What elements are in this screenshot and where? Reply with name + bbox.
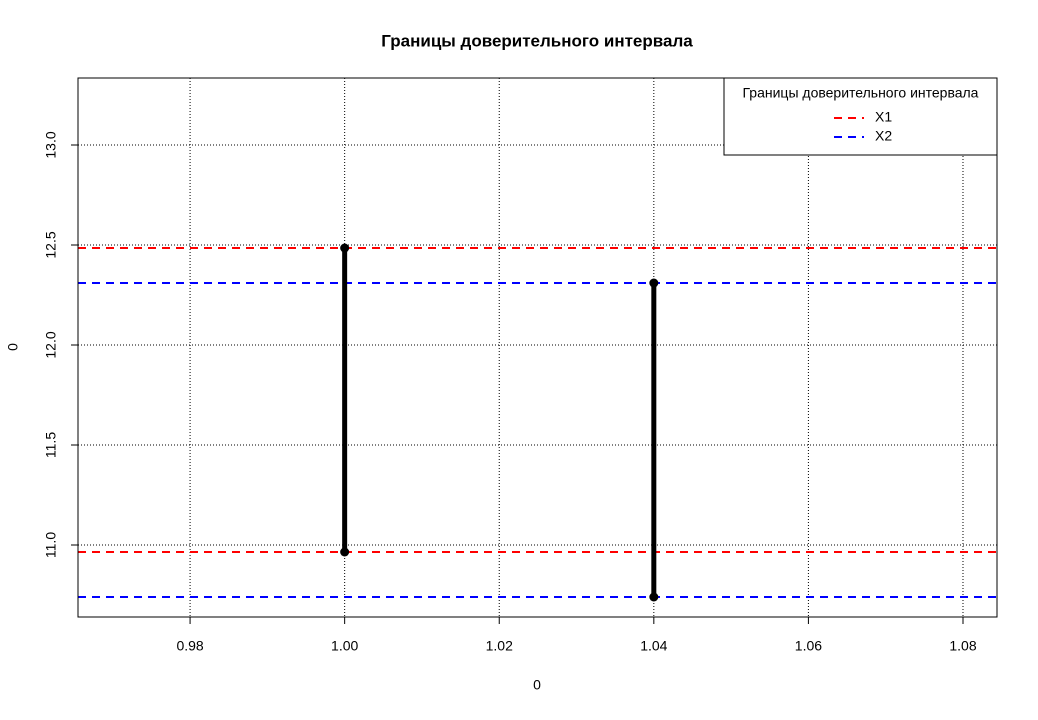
x-tick-label: 1.02	[486, 638, 513, 654]
chart-title: Границы доверительного интервала	[381, 31, 693, 50]
legend-label: X2	[875, 128, 892, 144]
y-tick-label: 12.0	[43, 331, 59, 358]
y-tick-label: 13.0	[43, 131, 59, 158]
legend-label: X1	[875, 109, 892, 125]
x-tick-label: 1.06	[795, 638, 822, 654]
plot-frame	[77, 77, 998, 618]
legend-box	[723, 77, 998, 156]
x-tick-label: 1.08	[949, 638, 976, 654]
y-axis-label: 0	[5, 343, 21, 351]
x-axis-label: 0	[533, 677, 541, 693]
interval-point	[649, 278, 659, 288]
legend: Границы доверительного интервала X1 X2	[723, 77, 998, 156]
legend-title: Границы доверительного интервала	[743, 85, 979, 101]
x-tick-label: 0.98	[176, 638, 203, 654]
x-tick-label: 1.00	[331, 638, 358, 654]
x-tick-label: 1.04	[640, 638, 667, 654]
interval-point	[340, 243, 350, 253]
interval-point	[649, 592, 659, 602]
interval-point	[340, 547, 350, 557]
y-tick-label: 11.0	[43, 532, 59, 558]
y-tick-label: 12.5	[43, 231, 59, 258]
y-tick-label: 11.5	[43, 432, 59, 458]
